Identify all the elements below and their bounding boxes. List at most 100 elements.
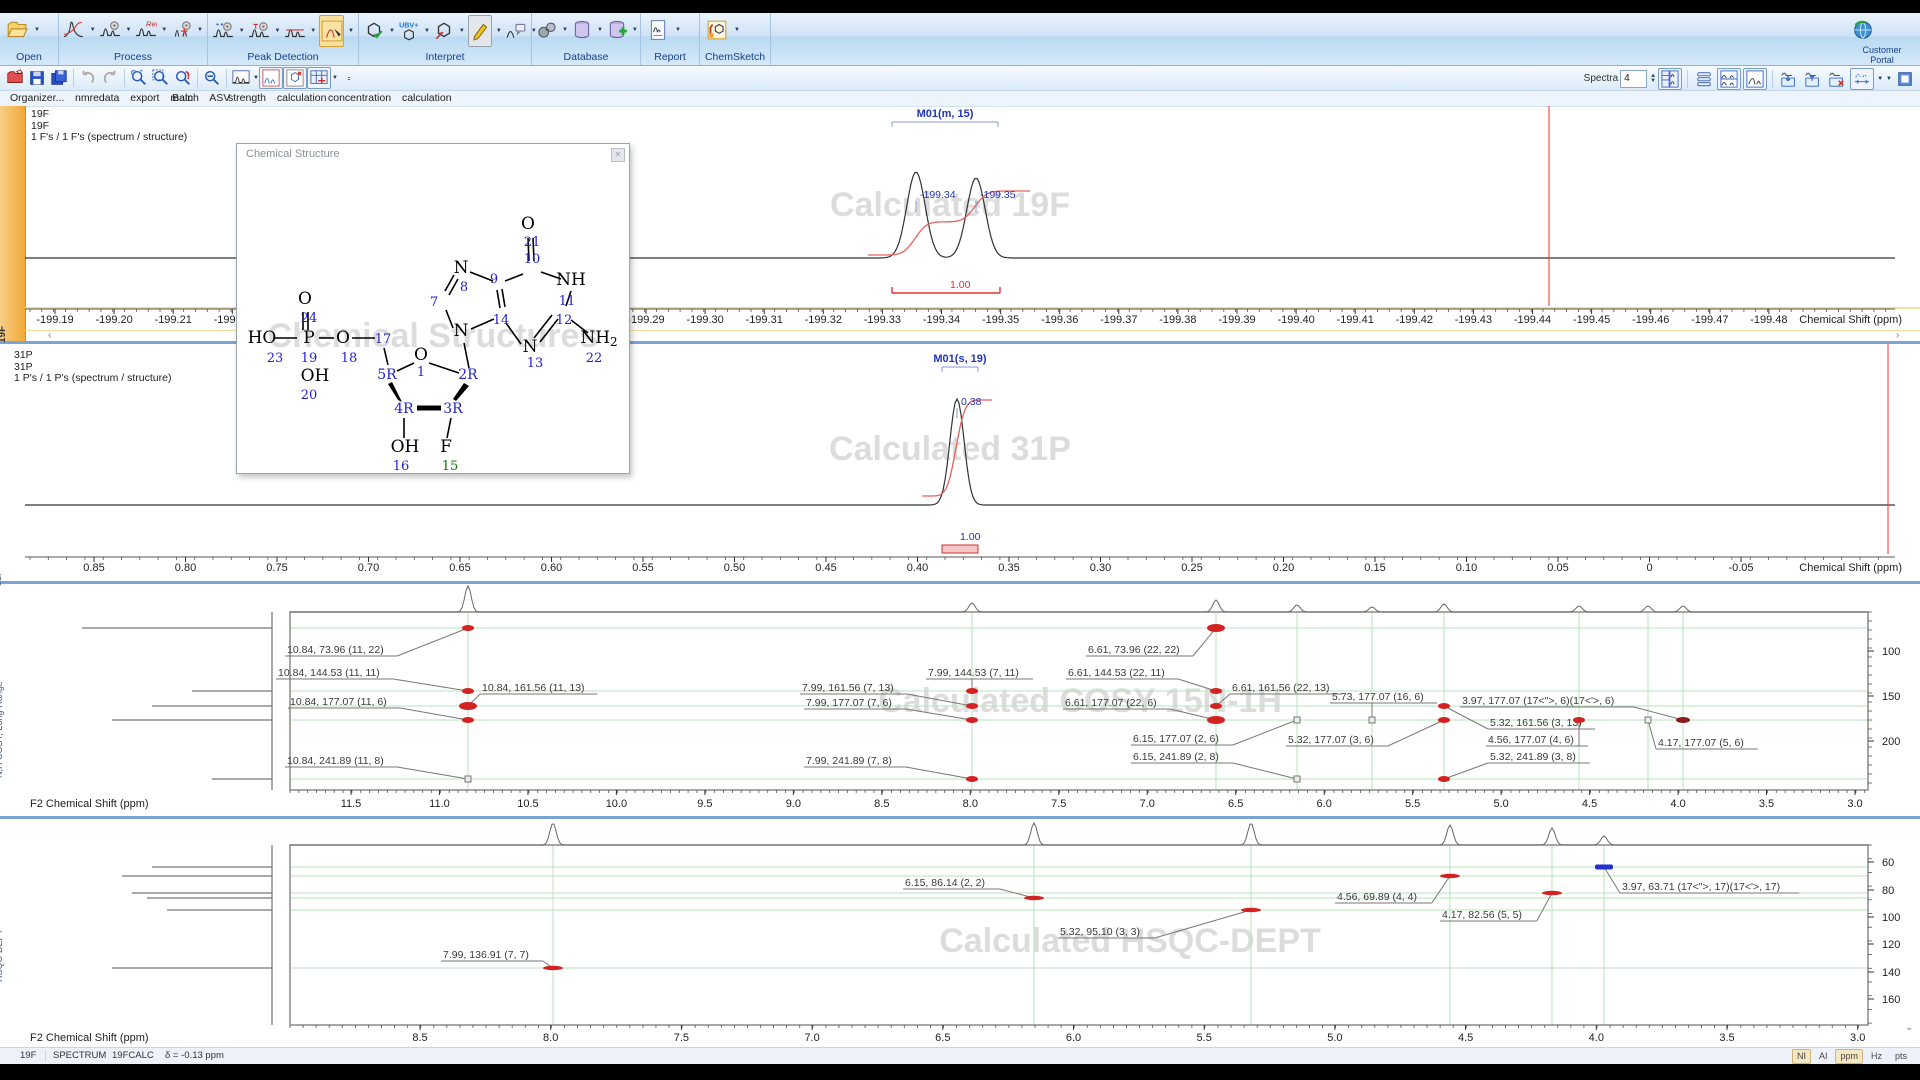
stacked-plots-icon[interactable]: [1717, 67, 1742, 90]
macro-button[interactable]: Organizer...: [10, 92, 65, 104]
align-spectra-icon[interactable]: [1850, 67, 1875, 90]
add-spectrum-icon[interactable]: [1778, 69, 1800, 89]
peak-pick-gear-icon[interactable]: [99, 15, 122, 45]
reference-icon[interactable]: Ref: [135, 15, 158, 45]
zoom-previous-icon[interactable]: [172, 68, 194, 88]
dropdown-arrow-icon[interactable]: ▼: [631, 27, 638, 33]
chemical-structure-window[interactable]: Chemical Structure ✕ Chemical Structures…: [236, 143, 630, 474]
zoom-region-icon[interactable]: [150, 68, 172, 88]
db-search-icon[interactable]: [536, 15, 558, 45]
db-add-icon[interactable]: [606, 15, 628, 45]
report-doc-icon[interactable]: [645, 15, 671, 45]
panel-separator[interactable]: [0, 816, 1920, 819]
zoom-fit-icon[interactable]: [128, 68, 150, 88]
dropdown-arrow-icon[interactable]: ▼: [530, 28, 537, 34]
scroll-down-icon[interactable]: ⌄: [1905, 1022, 1914, 1033]
svg-text:16: 16: [393, 459, 410, 470]
svg-text:O: O: [298, 289, 312, 309]
dropdown-arrow-icon[interactable]: ▼: [495, 28, 502, 34]
dropdown-arrow-icon[interactable]: ▼: [310, 28, 317, 34]
dropdown-arrow-icon[interactable]: ▼: [423, 28, 430, 34]
customer-portal-button[interactable]: Customer Portal: [1850, 15, 1914, 65]
dropdown-arrow-icon[interactable]: ▼: [562, 27, 568, 33]
tab-hsqc-label[interactable]: HSQC-DEPT: [0, 928, 4, 982]
scroll-right-icon[interactable]: ›: [1896, 330, 1900, 341]
dropdown-arrow-icon[interactable]: ▼: [458, 28, 465, 34]
toolbar-overflow-icon[interactable]: ⹀: [347, 73, 351, 84]
dropdown-arrow-icon[interactable]: ▼: [34, 27, 40, 33]
open-folder-icon[interactable]: [4, 15, 30, 45]
edit-assignment-icon[interactable]: [467, 15, 492, 47]
svg-text:-199.19: -199.19: [36, 314, 73, 326]
active-window-icon[interactable]: [1894, 69, 1916, 89]
peaks-view-icon[interactable]: [230, 68, 252, 88]
dropdown-arrow-icon[interactable]: ▼: [238, 28, 245, 34]
auto-peak-detect-icon[interactable]: [212, 16, 235, 46]
spectra-count-spinner[interactable]: 4: [1620, 69, 1648, 88]
auto-assignment-icon[interactable]: [433, 16, 455, 46]
dropdown-arrow-icon[interactable]: ▼: [734, 27, 740, 33]
peak-by-peak-icon[interactable]: [319, 15, 345, 47]
watermark-cosy: Calculated COSY 15N-1H: [878, 682, 1282, 720]
save-all-icon[interactable]: [48, 68, 70, 88]
macro-button[interactable]: nmredata export main: [75, 92, 194, 104]
spinner-arrows-icon[interactable]: ▲ ▼: [1650, 72, 1657, 84]
svg-text:5.32, 177.07 (3, 6): 5.32, 177.07 (3, 6): [1288, 734, 1374, 746]
unit-toggle-Hz[interactable]: Hz: [1870, 1051, 1882, 1061]
unit-toggle-NI[interactable]: NI: [1791, 1049, 1811, 1064]
database-icon[interactable]: [571, 15, 593, 45]
watermark-19f: Calculated 19F: [830, 186, 1070, 224]
dropdown-arrow-icon[interactable]: ▼: [596, 27, 603, 33]
unit-toggle-ppm[interactable]: ppm: [1835, 1049, 1863, 1064]
macro-button[interactable]: concentration calculation: [328, 92, 452, 104]
undo-icon[interactable]: [77, 68, 99, 88]
svg-text:10.0: 10.0: [606, 798, 627, 810]
panel-separator[interactable]: [0, 341, 1920, 344]
close-icon[interactable]: ✕: [611, 148, 625, 162]
stack-list-icon[interactable]: [1693, 69, 1715, 89]
single-plot-icon[interactable]: [1743, 67, 1768, 90]
remove-spectrum-icon[interactable]: [1802, 69, 1824, 89]
dropdown-arrow-icon[interactable]: ▼: [274, 28, 281, 34]
svg-text:5.32, 161.56 (3, 13): 5.32, 161.56 (3, 13): [1490, 717, 1582, 729]
table-view-icon[interactable]: [306, 67, 331, 89]
dropdown-arrow-icon[interactable]: ▼: [125, 27, 132, 33]
chemsketch-icon[interactable]: [704, 15, 730, 45]
scroll-left-icon[interactable]: ‹: [48, 330, 52, 341]
structure-view-icon[interactable]: [282, 67, 307, 89]
dropdown-arrow-icon[interactable]: ▼: [348, 28, 354, 34]
manual-peak-icon[interactable]: [284, 16, 307, 46]
tab-31p-label[interactable]: 31P: [0, 569, 3, 586]
dropdown-arrow-icon[interactable]: ▼: [161, 27, 168, 33]
spectrum-view-icon[interactable]: [258, 67, 283, 89]
annotation-icon[interactable]: [505, 16, 527, 46]
unit-toggle-AI[interactable]: AI: [1818, 1051, 1828, 1061]
delete-spectrum-icon[interactable]: [1826, 69, 1848, 89]
tab-cosy-label[interactable]: N,H COSY, Long-Range: [0, 681, 4, 778]
macro-button[interactable]: strength calculation: [228, 92, 327, 104]
unit-toggle-pts[interactable]: pts: [1894, 1051, 1907, 1061]
letterbox-bottom: [0, 1064, 1920, 1080]
peak-threshold-icon[interactable]: [248, 16, 271, 46]
dropdown-arrow-icon[interactable]: ▼: [389, 28, 395, 34]
redo-icon[interactable]: [99, 68, 121, 88]
svg-text:6.0: 6.0: [1066, 1032, 1081, 1044]
tab-19f[interactable]: [0, 106, 26, 341]
dropdown-arrow-icon[interactable]: ▼: [197, 27, 203, 33]
svg-text:-199.45: -199.45: [1573, 314, 1610, 326]
verify-structure-icon[interactable]: [363, 16, 385, 46]
table-spectra-view-icon[interactable]: [1658, 67, 1683, 90]
svg-text:-199.43: -199.43: [1455, 314, 1492, 326]
ubv-predict-icon[interactable]: UBV+: [398, 16, 420, 46]
svg-text:7.99, 136.91 (7, 7): 7.99, 136.91 (7, 7): [443, 949, 529, 961]
panel-separator[interactable]: [0, 581, 1920, 584]
dropdown-arrow-icon[interactable]: ▼: [89, 27, 96, 33]
zoom-out-icon[interactable]: [201, 68, 223, 88]
align-gear-icon[interactable]: [170, 15, 193, 45]
dropdown-arrow-icon[interactable]: ▼: [675, 27, 681, 33]
macro-button[interactable]: Batch ASV: [172, 92, 231, 104]
export-open-icon[interactable]: [4, 68, 26, 88]
process-spectrum-icon[interactable]: [63, 15, 86, 45]
save-icon[interactable]: [26, 68, 48, 88]
svg-text:O: O: [336, 328, 350, 348]
